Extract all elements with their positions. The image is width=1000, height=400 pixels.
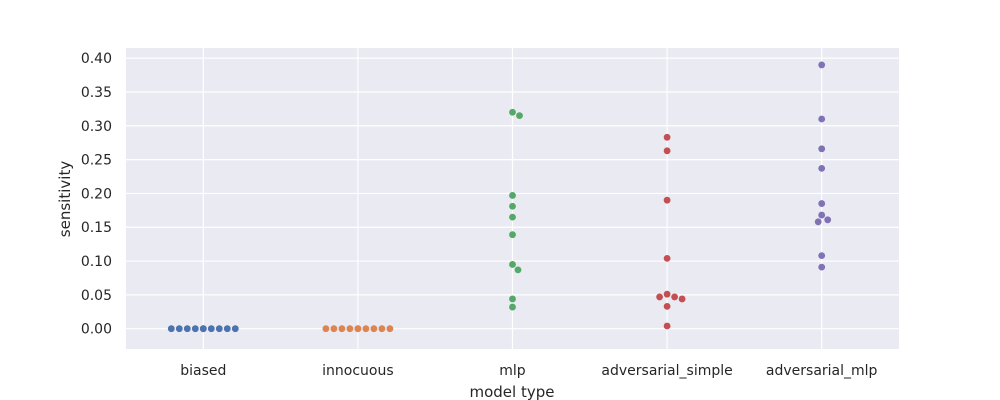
y-tick-label: 0.35 [81, 85, 112, 101]
data-point-biased [183, 325, 191, 333]
data-point-mlp [509, 295, 516, 303]
y-tick-label: 0.00 [81, 322, 112, 338]
data-point-innocuous [354, 325, 362, 333]
data-point-adversarial-simple [663, 322, 671, 330]
x-tick-label: biased [180, 363, 226, 379]
data-point-adversarial-simple [678, 295, 686, 303]
data-point-innocuous [322, 325, 330, 333]
y-tick-label: 0.10 [81, 254, 112, 270]
data-point-adversarial-simple [656, 293, 663, 301]
y-axis-label: sensitivity [56, 161, 74, 238]
data-point-adversarial-mlp [814, 218, 822, 226]
data-point-adversarial-mlp [818, 165, 826, 172]
data-point-adversarial-mlp [824, 216, 832, 224]
data-point-adversarial-simple [663, 302, 671, 310]
y-tick-labels: 0.00 0.05 0.10 0.15 0.20 0.25 0.30 0.35 0.40 [81, 51, 112, 338]
data-point-mlp [509, 303, 516, 311]
data-point-mlp [509, 213, 516, 221]
data-point-biased [231, 325, 239, 333]
data-point-adversarial-mlp [818, 61, 826, 69]
data-point-innocuous [330, 325, 338, 333]
data-point-biased [215, 325, 223, 333]
x-tick-label: innocuous [322, 363, 394, 379]
data-point-mlp [509, 108, 516, 116]
x-tick-labels: biased innocuous mlp adversarial_simple adve… [180, 363, 877, 379]
data-point-adversarial-simple [663, 147, 671, 155]
data-point-adversarial-mlp [818, 263, 826, 271]
data-point-mlp [514, 266, 522, 274]
data-point-biased [199, 325, 207, 333]
y-tick-label: 0.40 [81, 51, 112, 67]
y-tick-label: 0.30 [81, 119, 112, 135]
data-point-adversarial-mlp [818, 145, 826, 153]
data-points [167, 61, 832, 333]
data-point-biased [191, 325, 199, 333]
y-tick-label: 0.15 [81, 220, 112, 236]
y-tick-label: 0.05 [81, 288, 112, 304]
data-point-mlp [509, 261, 516, 268]
y-tick-label: 0.25 [81, 153, 112, 169]
data-point-mlp [509, 231, 516, 239]
y-tick-label: 0.20 [81, 186, 112, 202]
data-point-biased [223, 325, 231, 333]
data-point-innocuous [362, 325, 370, 333]
data-point-adversarial-mlp [818, 200, 826, 207]
data-point-mlp [516, 112, 523, 120]
data-point-adversarial-mlp [818, 115, 826, 123]
data-point-innocuous [338, 325, 346, 333]
data-point-innocuous [346, 325, 354, 333]
x-axis-label: model type [470, 383, 555, 400]
data-point-adversarial-mlp [818, 211, 826, 219]
data-point-biased [207, 325, 215, 333]
data-point-adversarial-simple [663, 196, 671, 204]
data-point-mlp [509, 202, 516, 210]
x-tick-label: adversarial_simple [601, 363, 732, 379]
data-point-mlp [509, 192, 516, 199]
data-point-innocuous [370, 325, 378, 333]
data-point-biased [167, 325, 175, 333]
data-point-adversarial-simple [663, 133, 671, 141]
x-tick-label: mlp [499, 363, 526, 379]
x-tick-label: adversarial_mlp [766, 363, 878, 379]
data-point-adversarial-simple [671, 293, 678, 301]
data-point-adversarial-simple [663, 290, 671, 298]
data-point-innocuous [386, 325, 394, 333]
data-point-innocuous [378, 325, 386, 333]
data-point-biased [175, 325, 183, 333]
data-point-adversarial-simple [663, 254, 671, 262]
data-point-adversarial-mlp [818, 252, 826, 260]
